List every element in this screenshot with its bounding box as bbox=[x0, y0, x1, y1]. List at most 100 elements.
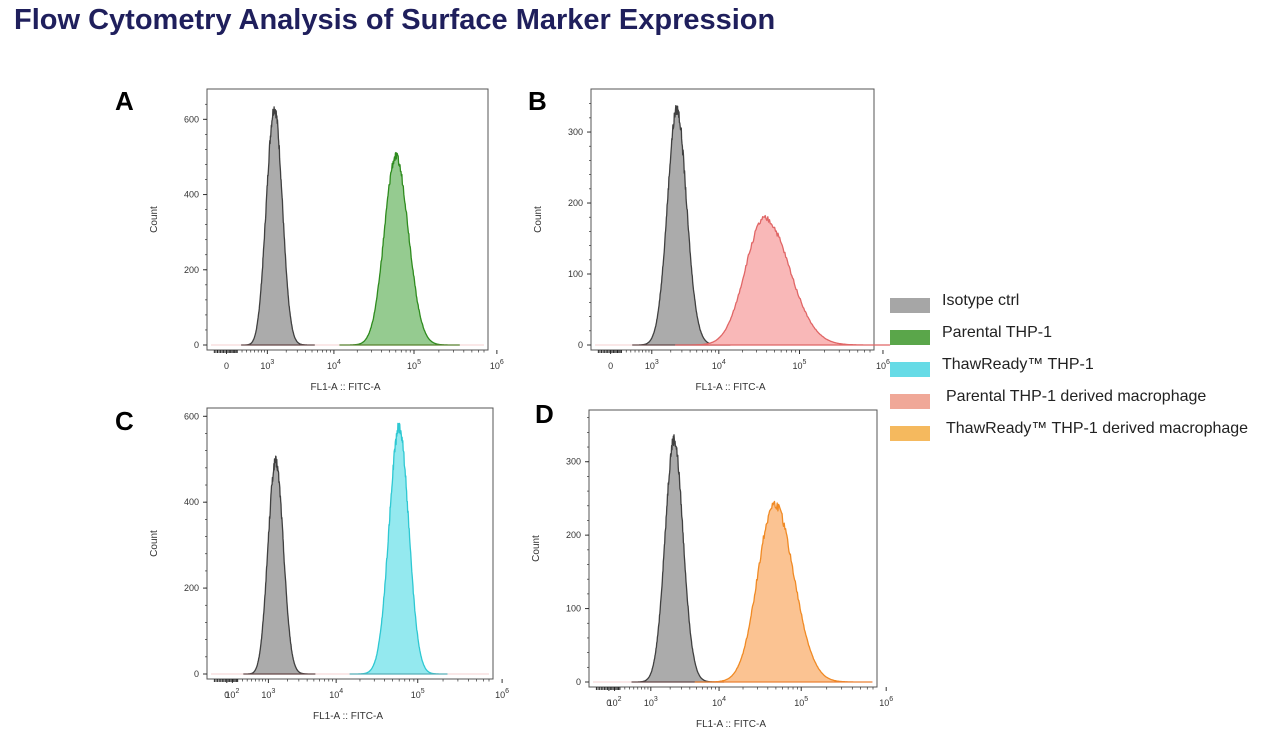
x-tick-label: 104 bbox=[327, 359, 341, 371]
x-tick-base: 10 bbox=[327, 361, 337, 371]
x-tick-base: 10 bbox=[608, 698, 618, 708]
x-tick-base: 10 bbox=[712, 698, 722, 708]
plot-frame bbox=[588, 409, 878, 688]
x-tick-exponent: 4 bbox=[722, 359, 726, 366]
x-tick-label: 106 bbox=[876, 359, 890, 371]
x-tick-label: 104 bbox=[712, 696, 726, 708]
y-axis-label: Count bbox=[531, 535, 542, 562]
x-tick-label: 0 bbox=[224, 361, 229, 371]
x-tick-label: 105 bbox=[411, 688, 425, 700]
x-tick-exponent: 3 bbox=[271, 688, 275, 695]
panel-label: C bbox=[115, 406, 134, 436]
histogram-series-2 bbox=[349, 422, 448, 675]
y-tick-label: 100 bbox=[566, 604, 581, 614]
x-tick-exponent: 2 bbox=[235, 688, 239, 695]
x-tick-label: 106 bbox=[490, 359, 504, 371]
plot-frame bbox=[206, 407, 494, 680]
x-tick-exponent: 4 bbox=[722, 696, 726, 703]
histogram-series-4 bbox=[694, 500, 873, 683]
x-tick-label: 0 bbox=[606, 698, 611, 708]
x-tick-label: 105 bbox=[793, 359, 807, 371]
x-tick-exponent: 3 bbox=[654, 696, 658, 703]
x-tick-label: 103 bbox=[644, 696, 658, 708]
x-axis-label: FL1-A :: FITC-A bbox=[310, 382, 380, 393]
x-tick-label: 106 bbox=[495, 688, 509, 700]
y-tick-label: 300 bbox=[568, 127, 583, 137]
x-tick-exponent: 6 bbox=[886, 359, 890, 366]
legend-label: Parental THP-1 bbox=[942, 324, 1052, 341]
legend-label: ThawReady™ THP-1 derived macrophage bbox=[946, 420, 1249, 437]
x-tick-label: 105 bbox=[794, 696, 808, 708]
x-tick-exponent: 3 bbox=[270, 359, 274, 366]
histogram-series-1 bbox=[339, 151, 460, 346]
legend-swatch bbox=[890, 298, 930, 313]
y-tick-label: 200 bbox=[566, 530, 581, 540]
x-axis-label: FL1-A :: FITC-A bbox=[696, 719, 766, 730]
x-tick-label: 103 bbox=[645, 359, 659, 371]
y-tick-label: 600 bbox=[184, 411, 199, 421]
y-tick-label: 0 bbox=[194, 340, 199, 350]
x-axis-label: FL1-A :: FITC-A bbox=[695, 382, 765, 393]
x-tick-label: 104 bbox=[329, 688, 343, 700]
x-tick-base: 10 bbox=[495, 690, 505, 700]
plot-frame bbox=[590, 88, 875, 351]
x-tick-label: 104 bbox=[712, 359, 726, 371]
x-tick-label: 106 bbox=[879, 696, 893, 708]
legend-label: Parental THP-1 derived macrophage bbox=[946, 388, 1207, 405]
x-tick-label: 103 bbox=[260, 359, 274, 371]
x-tick-base: 10 bbox=[407, 361, 417, 371]
x-tick-base: 10 bbox=[879, 698, 889, 708]
x-tick-exponent: 5 bbox=[417, 359, 421, 366]
x-tick-exponent: 6 bbox=[889, 696, 893, 703]
x-tick-base: 10 bbox=[261, 690, 271, 700]
x-tick-base: 10 bbox=[645, 361, 655, 371]
panel-label: B bbox=[528, 86, 547, 116]
y-tick-label: 200 bbox=[184, 265, 199, 275]
x-tick-exponent: 4 bbox=[337, 359, 341, 366]
x-tick-exponent: 5 bbox=[421, 688, 425, 695]
y-axis-label: Count bbox=[533, 206, 544, 233]
x-tick-exponent: 2 bbox=[618, 696, 622, 703]
page-title: Flow Cytometry Analysis of Surface Marke… bbox=[14, 4, 776, 36]
panel-label: A bbox=[115, 86, 134, 116]
x-tick-label: 105 bbox=[407, 359, 421, 371]
x-tick-base: 10 bbox=[793, 361, 803, 371]
x-tick-base: 10 bbox=[225, 690, 235, 700]
x-tick-label: 103 bbox=[261, 688, 275, 700]
histogram-series-0 bbox=[240, 106, 315, 346]
y-tick-label: 0 bbox=[578, 340, 583, 350]
histogram-series-0 bbox=[631, 434, 725, 683]
y-tick-label: 100 bbox=[568, 269, 583, 279]
legend-label: Isotype ctrl bbox=[942, 292, 1020, 309]
x-tick-exponent: 5 bbox=[803, 359, 807, 366]
legend-swatch bbox=[890, 394, 930, 409]
y-tick-label: 400 bbox=[184, 497, 199, 507]
legend-swatch bbox=[890, 362, 930, 377]
x-tick-base: 10 bbox=[490, 361, 500, 371]
x-tick-base: 10 bbox=[411, 690, 421, 700]
x-tick-exponent: 3 bbox=[655, 359, 659, 366]
plot-frame bbox=[206, 88, 489, 351]
x-tick-base: 10 bbox=[876, 361, 886, 371]
legend-swatch bbox=[890, 330, 930, 345]
histogram-series-0 bbox=[243, 455, 316, 675]
x-tick-exponent: 6 bbox=[505, 688, 509, 695]
x-tick-exponent: 6 bbox=[500, 359, 504, 366]
y-tick-label: 0 bbox=[576, 677, 581, 687]
y-tick-label: 0 bbox=[194, 669, 199, 679]
x-axis-label: FL1-A :: FITC-A bbox=[313, 711, 383, 722]
x-tick-label: 102 bbox=[608, 696, 622, 708]
x-tick-label: 102 bbox=[225, 688, 239, 700]
legend-label: ThawReady™ THP-1 bbox=[942, 356, 1094, 373]
y-tick-label: 400 bbox=[184, 190, 199, 200]
x-tick-exponent: 4 bbox=[339, 688, 343, 695]
y-tick-label: 200 bbox=[184, 583, 199, 593]
legend-swatch bbox=[890, 426, 930, 441]
